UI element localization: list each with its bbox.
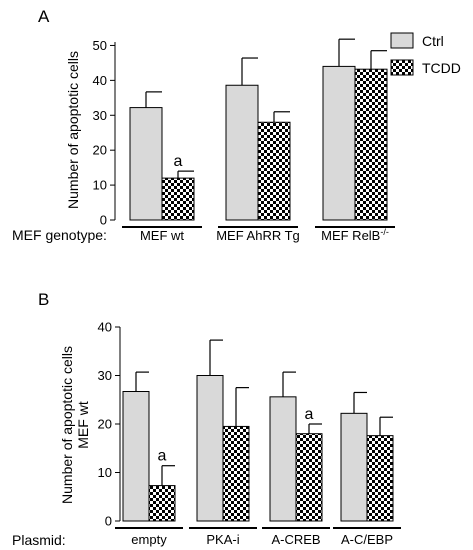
bar-ctrl [225,84,259,221]
legend-ctrl-label: Ctrl [422,33,444,49]
bar-tcdd [366,435,394,522]
panel-b-letter: B [38,290,49,309]
legend-ctrl-swatch [390,32,414,49]
bar-tcdd [257,121,291,221]
panel-b-group-caption: Plasmid: [12,532,66,548]
panel-b: B Number of apoptotic cells MEF wt 0 10 20… [12,290,401,548]
y-tick-label: 50 [93,38,107,53]
y-tick-label: 30 [93,108,107,123]
bar-ctrl [196,375,224,522]
panel-a-category-labels: MEF wt MEF AhRR Tg MEF RelB-/- [122,226,395,243]
panel-b-ylabel-line1: Number of apoptotic cells [59,346,75,504]
significance-annotation: a [174,153,183,170]
bar-ctrl [122,391,150,522]
category-label: MEF wt [140,228,184,243]
bar-ctrl [322,65,356,221]
panel-a-y-ticks: 0 10 20 30 40 50 [93,38,115,228]
panel-a-letter: A [38,7,50,26]
panel-b-category-labels: empty PKA-i A-CREB A-C/EBP [115,527,401,547]
bar-tcdd [222,425,250,522]
category-label: A-CREB [271,532,320,547]
category-label: A-C/EBP [341,532,393,547]
legend: Ctrl TCDD [390,32,461,76]
panel-a: A Ctrl TCDD Number of apoptotic cells 0 1… [12,7,461,243]
bar-ctrl [269,396,297,522]
bar-tcdd [295,433,323,522]
bar-tcdd [161,177,195,221]
panel-a-group-caption: MEF genotype: [12,227,107,243]
legend-tcdd-swatch [390,59,414,76]
significance-annotation: a [305,406,314,423]
y-tick-label: 10 [98,465,112,480]
panel-b-bars: aa [122,339,394,522]
category-label: PKA-i [206,532,239,547]
bar-ctrl [340,412,368,522]
legend-tcdd-label: TCDD [422,60,461,76]
y-tick-label: 20 [98,417,112,432]
category-label: empty [131,532,167,547]
bar-tcdd [148,485,176,522]
category-label: MEF RelB-/- [321,227,389,243]
y-tick-label: 10 [93,178,107,193]
panel-a-bars: a [129,38,388,221]
y-tick-label: 20 [93,143,107,158]
y-tick-label: 40 [98,320,112,335]
y-tick-label: 0 [105,514,112,529]
significance-annotation: a [158,448,167,465]
bar-ctrl [129,107,163,221]
y-tick-label: 30 [98,368,112,383]
panel-b-y-ticks: 0 10 20 30 40 [98,320,120,529]
panel-a-ylabel: Number of apoptotic cells [65,51,81,209]
y-tick-label: 40 [93,73,107,88]
y-tick-label: 0 [100,213,107,228]
category-label: MEF AhRR Tg [216,228,300,243]
bar-tcdd [354,68,388,221]
panel-b-ylabel-line2: MEF wt [75,401,91,449]
